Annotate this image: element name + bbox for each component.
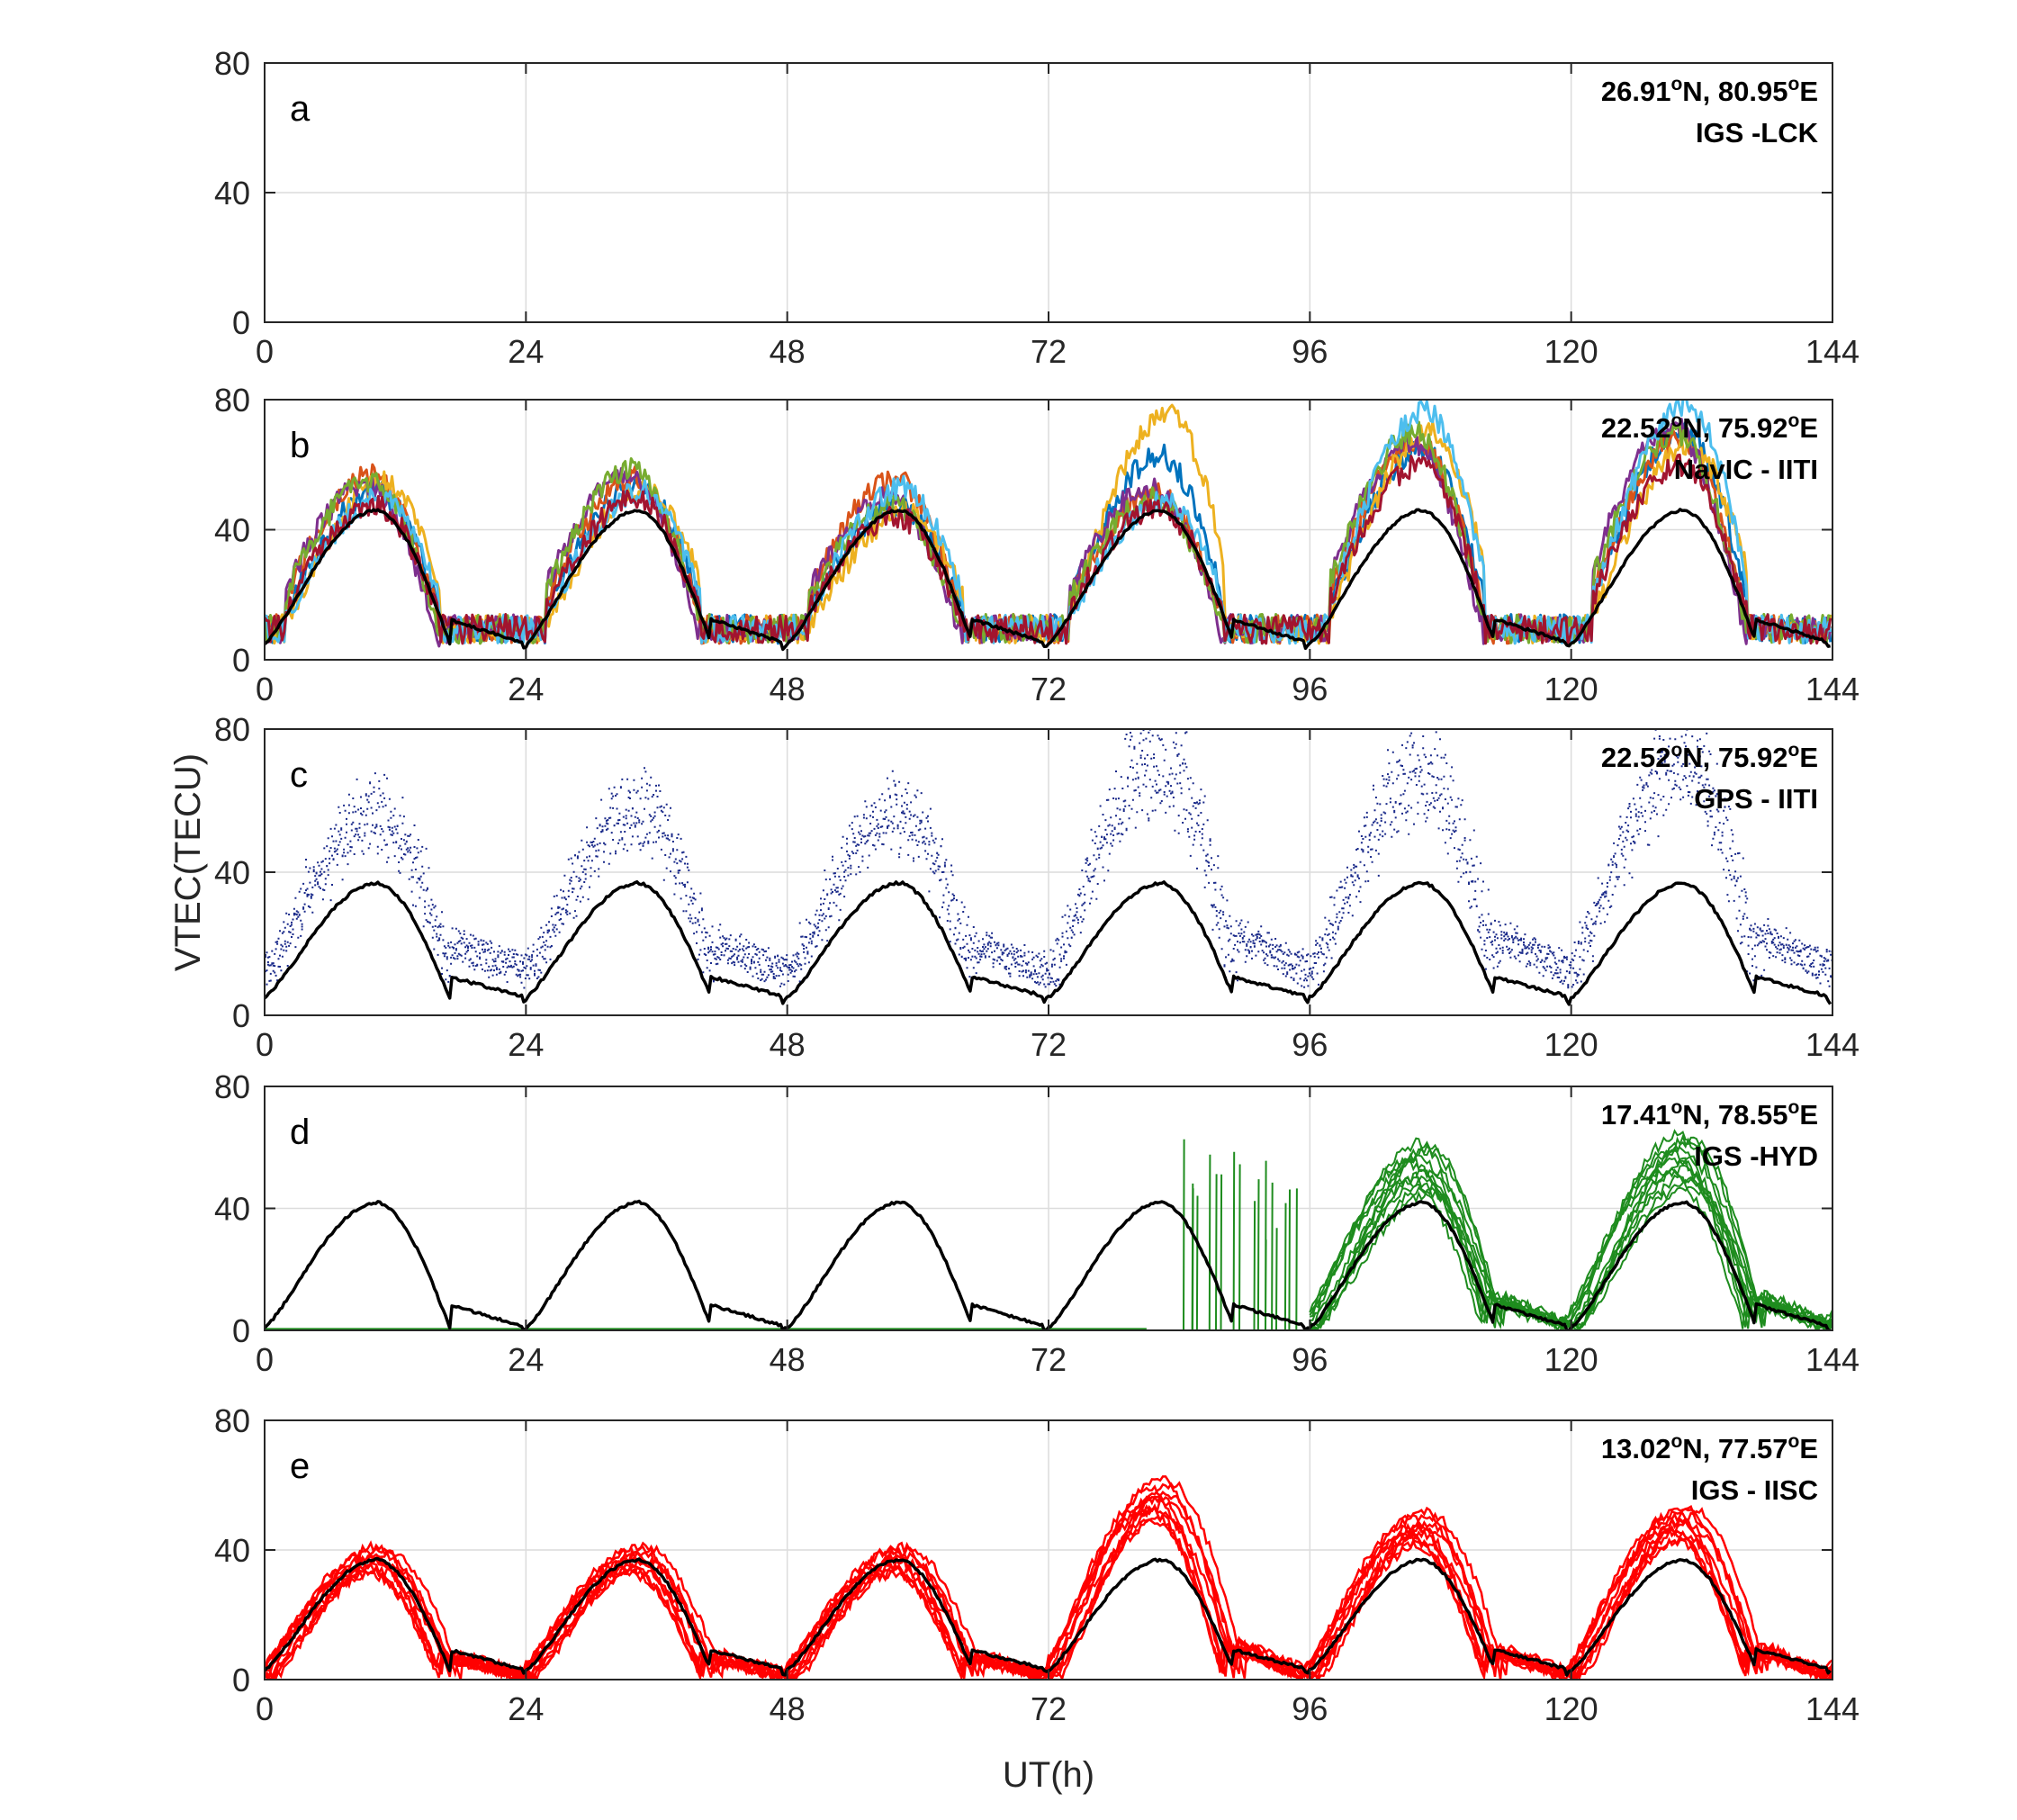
panel-a: 0 24 48 72 96 120 144 0 40 80 a 26.91oN, 80.95oE IGS… bbox=[214, 45, 1859, 370]
y-tick-label: 80 bbox=[214, 1402, 250, 1439]
x-tick-label: 144 bbox=[1805, 671, 1859, 707]
series-line-7 bbox=[265, 453, 1832, 645]
spike-lines bbox=[1183, 1139, 1298, 1330]
x-tick-label: 96 bbox=[1292, 333, 1328, 370]
x-tick-label: 120 bbox=[1544, 1026, 1598, 1063]
station-coordinates: 26.91oN, 80.95oE bbox=[1601, 74, 1818, 107]
y-tick-label: 80 bbox=[214, 1068, 250, 1105]
station-name: GPS - IITI bbox=[1694, 783, 1818, 815]
x-tick-label: 72 bbox=[1031, 671, 1067, 707]
x-tick-label: 120 bbox=[1544, 671, 1598, 707]
y-tick-label: 0 bbox=[232, 642, 250, 679]
x-tick-label: 0 bbox=[256, 671, 274, 707]
x-tick-label: 48 bbox=[770, 1341, 806, 1378]
panel-letter: d bbox=[290, 1113, 310, 1152]
y-tick-label: 80 bbox=[214, 382, 250, 419]
x-tick-label: 120 bbox=[1544, 1341, 1598, 1378]
x-tick-label: 0 bbox=[256, 333, 274, 370]
y-axis-label: VTEC(TECU) bbox=[168, 753, 208, 971]
panel-c: 0 24 48 72 96 120 144 0 40 80 c 22.52oN, 75.92oE GPS… bbox=[214, 711, 1859, 1063]
panel-b-data bbox=[265, 400, 1832, 652]
panel-letter: c bbox=[290, 755, 308, 795]
y-tick-label: 40 bbox=[214, 854, 250, 891]
x-tick-label: 144 bbox=[1805, 1690, 1859, 1727]
y-tick-label: 80 bbox=[214, 711, 250, 748]
x-tick-label: 24 bbox=[508, 671, 544, 707]
y-tick-label: 40 bbox=[214, 175, 250, 212]
y-tick-label: 0 bbox=[232, 1312, 250, 1349]
x-tick-label: 0 bbox=[256, 1026, 274, 1063]
x-tick-label: 48 bbox=[770, 333, 806, 370]
x-tick-label: 48 bbox=[770, 1026, 806, 1063]
satellite-line-8 bbox=[265, 1484, 1832, 1680]
panel-letter: a bbox=[290, 89, 311, 129]
x-tick-label: 48 bbox=[770, 671, 806, 707]
station-name: IGS -LCK bbox=[1696, 117, 1819, 149]
y-tick-label: 0 bbox=[232, 304, 250, 341]
x-tick-label: 48 bbox=[770, 1690, 806, 1727]
station-coordinates: 22.52oN, 75.92oE bbox=[1601, 740, 1818, 773]
panel-b: 0 24 48 72 96 120 144 0 40 80 b 22.52oN, 75.92oE Nav… bbox=[214, 382, 1859, 707]
panel-d: 0 24 48 72 96 120 144 0 40 80 d 17.41oN, 78.55oE IGS… bbox=[214, 1068, 1859, 1378]
model-line bbox=[265, 879, 1832, 1006]
x-tick-label: 0 bbox=[256, 1341, 274, 1378]
station-coordinates: 17.41oN, 78.55oE bbox=[1601, 1097, 1818, 1131]
panel-letter: b bbox=[290, 426, 310, 465]
station-name: IGS -HYD bbox=[1694, 1140, 1818, 1172]
x-tick-label: 72 bbox=[1031, 1690, 1067, 1727]
x-tick-label: 0 bbox=[256, 1690, 274, 1727]
x-tick-label: 144 bbox=[1805, 333, 1859, 370]
x-tick-label: 72 bbox=[1031, 1341, 1067, 1378]
x-tick-label: 24 bbox=[508, 1026, 544, 1063]
x-axis-label: UT(h) bbox=[1003, 1755, 1094, 1795]
y-tick-label: 80 bbox=[214, 45, 250, 82]
x-tick-label: 120 bbox=[1544, 1690, 1598, 1727]
y-tick-label: 40 bbox=[214, 512, 250, 549]
x-tick-label: 72 bbox=[1031, 1026, 1067, 1063]
y-tick-label: 40 bbox=[214, 1532, 250, 1569]
panel-e: 0 24 48 72 96 120 144 0 40 80 e 13.02oN, 77.57oE IGS… bbox=[214, 1402, 1859, 1727]
x-tick-label: 72 bbox=[1031, 333, 1067, 370]
x-tick-label: 24 bbox=[508, 1341, 544, 1378]
model-line bbox=[265, 508, 1831, 652]
y-tick-label: 40 bbox=[214, 1191, 250, 1228]
x-tick-label: 96 bbox=[1292, 1026, 1328, 1063]
satellite-line-4 bbox=[265, 1503, 1832, 1680]
station-name: NavIC - IITI bbox=[1674, 454, 1818, 485]
station-coordinates: 22.52oN, 75.92oE bbox=[1601, 410, 1818, 444]
x-tick-label: 144 bbox=[1805, 1026, 1859, 1063]
station-coordinates: 13.02oN, 77.57oE bbox=[1601, 1431, 1818, 1464]
x-tick-label: 24 bbox=[508, 333, 544, 370]
y-tick-label: 0 bbox=[232, 997, 250, 1034]
station-name: IGS - IISC bbox=[1691, 1474, 1818, 1506]
y-tick-label: 0 bbox=[232, 1662, 250, 1698]
panel-letter: e bbox=[290, 1446, 310, 1486]
x-tick-label: 96 bbox=[1292, 1690, 1328, 1727]
x-tick-label: 24 bbox=[508, 1690, 544, 1727]
x-tick-label: 144 bbox=[1805, 1341, 1859, 1378]
x-tick-label: 96 bbox=[1292, 1341, 1328, 1378]
x-tick-label: 120 bbox=[1544, 333, 1598, 370]
x-tick-label: 96 bbox=[1292, 671, 1328, 707]
